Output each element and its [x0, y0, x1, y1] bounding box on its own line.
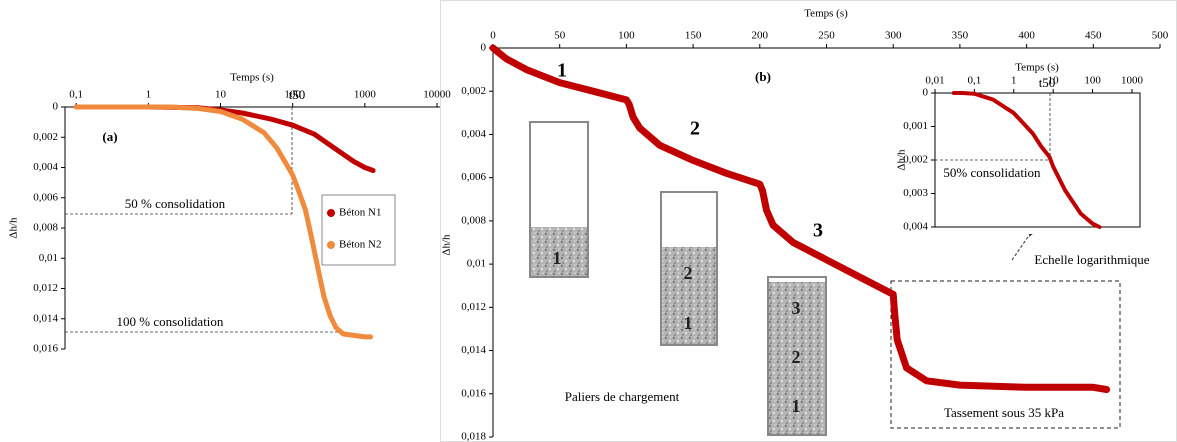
- y-tick-label: 0,016: [461, 387, 486, 399]
- annotation: Tassement sous 35 kPa: [944, 405, 1064, 420]
- x-tick-label: 450: [1085, 30, 1102, 42]
- y-tick-label: 0,004: [903, 221, 928, 233]
- annotation: 100 % consolidation: [117, 314, 224, 329]
- annotation: 50% consolidation: [943, 165, 1041, 180]
- annotation: (b): [755, 69, 771, 84]
- x-tick-label: 1000: [354, 89, 377, 101]
- annotation: Echelle logarithmique: [1034, 252, 1149, 267]
- x-tick-label: 1000: [1121, 75, 1144, 87]
- x-tick-label: 0,01: [925, 75, 944, 87]
- x-tick-label: 50: [554, 30, 566, 42]
- annotation: t50: [289, 87, 306, 102]
- chart: 0,01 0,1 1 10 100 1000 0 0,001 0,002 0,003 0,004 Te…: [896, 62, 1144, 233]
- y-tick-label: 0: [481, 42, 487, 54]
- data-line: [73, 104, 376, 173]
- annotation: 1: [684, 313, 693, 333]
- legend-label: Béton N2: [339, 239, 381, 251]
- annotation: 1: [792, 396, 801, 416]
- x-tick-label: 10: [1048, 75, 1060, 87]
- annotation: 2: [690, 118, 700, 140]
- x-tick-label: 200: [752, 30, 769, 42]
- data-line: [73, 104, 374, 340]
- annotation: 50 % consolidation: [125, 196, 226, 211]
- x-tick-label: 500: [1152, 30, 1169, 42]
- data-line: [489, 44, 1111, 393]
- x-tick-label: 400: [1018, 30, 1035, 42]
- y-tick-label: 0,008: [33, 222, 58, 234]
- specimens: [529, 56, 1163, 436]
- annotation: t50: [1039, 75, 1056, 90]
- y-tick-label: 0,012: [33, 282, 58, 294]
- chart: 0 50 100 150 200 250 300 350 400 450 50000,0020,00…: [441, 8, 1169, 442]
- x-tick-label: 0: [490, 30, 496, 42]
- y-tick-label: 0,01: [467, 258, 486, 270]
- y-tick-label: 0,003: [903, 187, 928, 199]
- y-tick-label: 0: [923, 87, 929, 99]
- y-tick-label: 0,006: [33, 191, 58, 203]
- x-axis-title: Temps (s): [230, 72, 274, 84]
- y-tick-label: 0,014: [33, 312, 58, 324]
- x-tick-label: 10: [215, 89, 227, 101]
- x-tick-label: 350: [952, 30, 969, 42]
- y-tick-label: 0,016: [33, 343, 58, 355]
- legend-marker: [327, 209, 335, 217]
- y-axis-title: Δh/h: [896, 149, 908, 171]
- annotation: 1: [557, 60, 567, 82]
- y-axis-title: Δh/h: [441, 234, 453, 256]
- y-tick-label: 0,018: [461, 431, 486, 442]
- y-tick-label: 0,008: [461, 214, 486, 226]
- y-tick-label: 0,001: [903, 120, 928, 132]
- y-tick-label: 0,002: [33, 131, 58, 143]
- annotation: 3: [792, 298, 801, 318]
- data-line: [951, 91, 1102, 229]
- annotation: (a): [102, 129, 117, 144]
- y-tick-label: 0,004: [33, 161, 58, 173]
- x-axis-title: Temps (s): [804, 8, 848, 20]
- x-tick-label: 250: [818, 30, 835, 42]
- y-tick-label: 0,006: [461, 171, 486, 183]
- x-tick-label: 1: [1011, 75, 1017, 87]
- x-tick-label: 1: [146, 89, 152, 101]
- annotation: 1: [553, 248, 562, 268]
- y-tick-label: 0,004: [461, 128, 486, 140]
- legend-label: Béton N1: [339, 207, 381, 219]
- y-tick-label: 0: [53, 101, 59, 113]
- legend-box: [321, 194, 396, 266]
- y-axis-title: Δh/h: [8, 217, 20, 239]
- annotation: 2: [684, 263, 693, 283]
- annotation: 3: [813, 220, 823, 242]
- chart: 0,1 1 10 100 1000 10000 0 0,002 0,004 0,006 0,008 0…: [8, 72, 452, 355]
- x-tick-label: 300: [885, 30, 902, 42]
- x-tick-label: 150: [685, 30, 702, 42]
- x-tick-label: 0,1: [968, 75, 982, 87]
- y-tick-label: 0,014: [461, 344, 486, 356]
- y-tick-label: 0,002: [903, 154, 928, 166]
- y-tick-label: 0,012: [461, 301, 486, 313]
- annotation: Paliers de chargement: [565, 389, 680, 404]
- x-tick-label: 100: [618, 30, 635, 42]
- x-tick-label: 0,1: [69, 89, 83, 101]
- legend-marker: [327, 241, 335, 249]
- x-axis-title: Temps (s): [1015, 62, 1059, 74]
- y-tick-label: 0,002: [461, 85, 486, 97]
- x-tick-label: 10000: [423, 89, 451, 101]
- x-tick-label: 100: [1084, 75, 1101, 87]
- annotation: 2: [792, 347, 801, 367]
- x-tick-label: 100: [284, 89, 301, 101]
- y-tick-label: 0,01: [39, 252, 58, 264]
